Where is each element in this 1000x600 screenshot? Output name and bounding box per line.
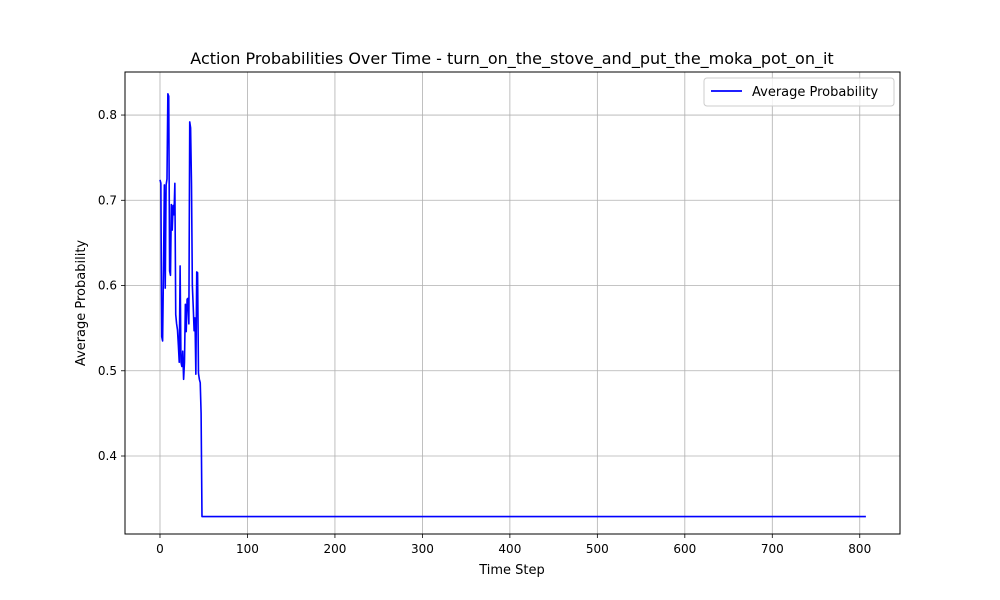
x-tick-label: 300	[411, 542, 434, 556]
chart-title: Action Probabilities Over Time - turn_on…	[190, 49, 833, 69]
y-axis-label: Average Probability	[74, 240, 89, 367]
y-tick-label: 0.8	[98, 108, 117, 122]
y-tick-label: 0.4	[98, 449, 117, 463]
y-axis: 0.4 0.5 0.6 0.7 0.8	[98, 108, 125, 463]
series-line-average-probability	[159, 92, 866, 518]
grid	[125, 72, 900, 534]
plot-frame	[124, 71, 901, 535]
x-tick-label: 100	[236, 542, 259, 556]
legend-box	[703, 77, 895, 107]
x-tick-label: 400	[498, 542, 521, 556]
x-axis-label: Time Step	[478, 563, 545, 578]
series-layer	[159, 92, 866, 518]
x-tick-label: 500	[586, 542, 609, 556]
x-axis: 0 100 200 300 400 500 600 700 800	[156, 534, 871, 556]
y-tick-label: 0.5	[98, 364, 117, 378]
x-tick-label: 0	[156, 542, 164, 556]
legend-label: Average Probability	[752, 85, 879, 100]
legend: Average Probability	[703, 77, 895, 107]
x-tick-label: 200	[323, 542, 346, 556]
y-tick-label: 0.7	[98, 193, 117, 207]
x-tick-label: 800	[848, 542, 871, 556]
x-tick-label: 700	[761, 542, 784, 556]
y-tick-label: 0.6	[98, 279, 117, 293]
x-tick-label: 600	[673, 542, 696, 556]
